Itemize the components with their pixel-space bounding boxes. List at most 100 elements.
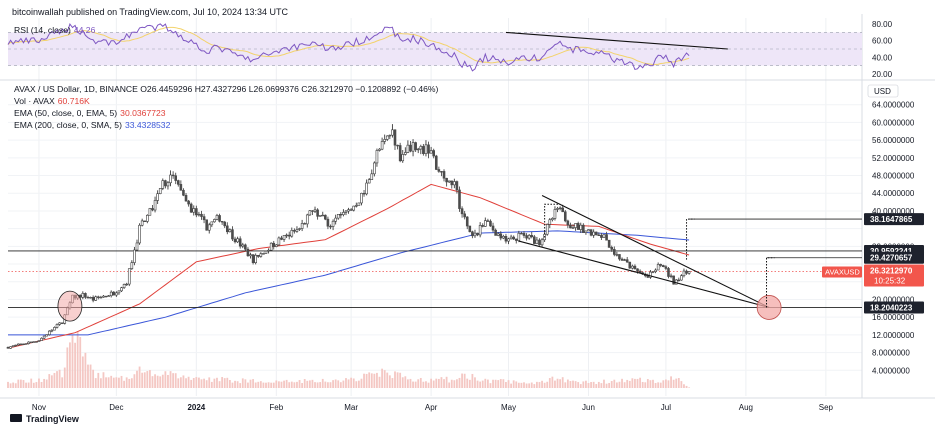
candle-body xyxy=(370,173,374,180)
candle-body xyxy=(424,144,428,154)
candle-body xyxy=(489,220,492,227)
volume-bar xyxy=(502,379,505,388)
price-axis[interactable]: USD 64.0000000 60.0000000 56.0000000 52.0000… xyxy=(822,84,924,375)
candle-body xyxy=(496,233,500,236)
sma200-legend[interactable]: EMA (200, close, 0, SMA, 5) 33.4328532 xyxy=(14,120,170,130)
volume-bar xyxy=(159,376,162,388)
volume-bar xyxy=(538,382,541,388)
volume-bar xyxy=(293,382,296,388)
volume-bar xyxy=(105,377,107,388)
candle-body xyxy=(401,154,405,162)
volume-bar xyxy=(125,377,128,388)
candle-body xyxy=(179,184,183,191)
volume-bar xyxy=(409,378,412,388)
candle-body xyxy=(473,232,477,237)
price-axis-label: 56.0000000 xyxy=(872,136,915,145)
volume-bar xyxy=(56,371,58,388)
candle-body xyxy=(195,208,198,216)
candle-body xyxy=(672,275,675,285)
rsi-pane[interactable]: 80.00 60.00 40.00 20.00 xyxy=(7,20,893,79)
candle-body xyxy=(344,210,348,213)
symbol-legend[interactable]: AVAX / US Dollar, 1D, BINANCE O26.445929… xyxy=(14,84,439,94)
volume-bar xyxy=(360,378,363,388)
volume-bar xyxy=(66,347,69,388)
brand-label: TradingView xyxy=(26,414,80,424)
candle-body xyxy=(471,231,474,237)
candle-body xyxy=(331,220,335,227)
candle-body xyxy=(342,212,345,215)
volume-bar xyxy=(143,372,146,388)
volume-bar xyxy=(551,376,554,388)
candle-body xyxy=(419,146,423,150)
candle-body xyxy=(584,230,588,233)
volume-bar xyxy=(74,342,76,388)
volume-bar xyxy=(396,372,399,388)
candle-body xyxy=(58,322,61,325)
volume-bar xyxy=(417,379,420,388)
volume-bar xyxy=(618,381,621,388)
volume-bar xyxy=(626,379,629,388)
candle-body xyxy=(659,264,663,266)
volume-bar xyxy=(574,381,577,388)
rsi-ma-line xyxy=(7,26,690,66)
volume-bar xyxy=(216,377,218,388)
volume-bar xyxy=(445,376,448,388)
volume-legend[interactable]: Vol · AVAX 60.716K xyxy=(14,96,90,106)
volume-bar xyxy=(257,381,260,388)
volume-bar xyxy=(670,376,672,388)
candle-body xyxy=(153,200,157,211)
candle-body xyxy=(463,213,466,218)
time-axis-label: Feb xyxy=(269,403,283,412)
volume-bar xyxy=(130,378,133,388)
volume-bar xyxy=(590,382,592,388)
level-tag-38-bg xyxy=(864,213,924,226)
candle-body xyxy=(210,221,214,226)
volume-bar xyxy=(319,382,322,388)
time-axis[interactable]: Nov Dec 2024 Feb Mar Apr May Jun Jul Aug Sep Tradin… xyxy=(10,403,834,424)
currency-tag[interactable] xyxy=(867,84,899,98)
volume-bar xyxy=(272,382,275,388)
ema50-legend[interactable]: EMA (50, close, 0, EMA, 5) 30.0367723 xyxy=(14,108,166,118)
volume-bar xyxy=(613,379,616,388)
volume-bar xyxy=(559,379,562,388)
volume-bar xyxy=(182,375,185,388)
candle-body xyxy=(347,209,350,212)
volume-bar xyxy=(476,380,479,388)
vol-label: Vol · AVAX xyxy=(14,96,55,106)
candle-body xyxy=(81,293,85,298)
candle-body xyxy=(362,192,366,195)
volume-bar xyxy=(169,371,172,388)
volume-bar xyxy=(141,372,144,388)
volume-bar xyxy=(40,382,43,388)
candle-body xyxy=(517,232,521,241)
rsi-legend[interactable]: RSI (14, close) 44.26 xyxy=(14,25,95,35)
volume-bar xyxy=(649,380,652,388)
volume-bar xyxy=(97,372,100,388)
volume-bar xyxy=(510,383,512,388)
candle-body xyxy=(582,224,585,233)
projection-arrow xyxy=(686,218,695,260)
candle-body xyxy=(605,234,608,241)
candle-body xyxy=(453,181,456,186)
wedge-lower-trendline xyxy=(518,240,770,308)
volume-bar xyxy=(223,378,226,388)
candle-body xyxy=(391,129,394,136)
candle-body xyxy=(587,229,590,232)
candle-body xyxy=(148,208,152,216)
candle-body xyxy=(251,254,255,263)
volume-bar xyxy=(641,381,644,388)
volume-bar xyxy=(440,377,443,388)
price-axis-label: 48.0000000 xyxy=(872,172,915,181)
candle-body xyxy=(171,174,175,177)
volume-bar xyxy=(285,379,288,388)
candle-body xyxy=(393,129,397,146)
volume-bar xyxy=(556,378,559,388)
time-axis-label: Aug xyxy=(739,403,753,412)
volume-bar xyxy=(275,380,278,388)
candle-body xyxy=(460,208,464,215)
candle-body xyxy=(17,343,20,346)
last-price-label: 26.3212970 xyxy=(870,266,913,275)
candle-body xyxy=(631,265,634,269)
candle-body xyxy=(140,220,144,226)
